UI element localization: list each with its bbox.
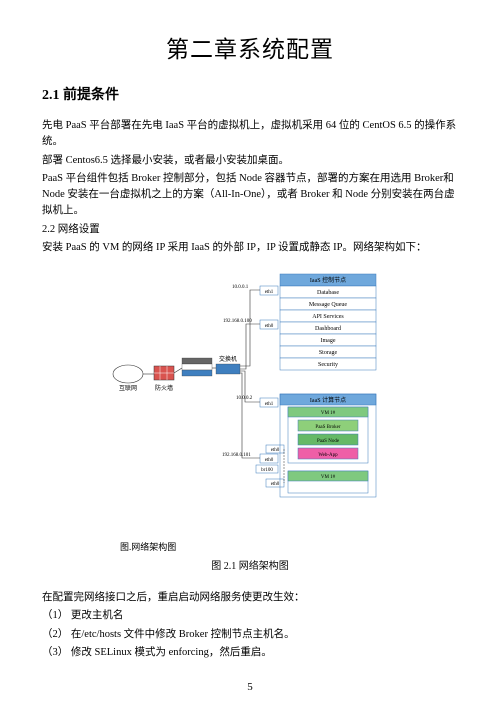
figure-caption: 图 2.1 网络架构图: [42, 557, 458, 572]
page-number: 5: [0, 681, 500, 693]
svg-text:10.0.0.1: 10.0.0.1: [232, 285, 249, 290]
svg-text:Database: Database: [317, 290, 339, 296]
svg-text:eth1: eth1: [265, 402, 274, 407]
svg-text:API Services: API Services: [312, 314, 344, 320]
svg-text:10.0.0.2: 10.0.0.2: [236, 396, 253, 401]
svg-text:VM 1#: VM 1#: [321, 411, 336, 416]
svg-text:192.168.0.101: 192.168.0.101: [222, 453, 251, 458]
section-2-1-title: 2.1 前提条件: [42, 84, 458, 104]
svg-text:Security: Security: [318, 362, 338, 368]
paragraph-5: 在配置完网络接口之后，重启启动网络服务使更改生效：: [42, 590, 458, 606]
svg-text:防火墙: 防火墙: [155, 384, 173, 392]
svg-text:VM 1#: VM 1#: [321, 475, 336, 480]
svg-text:互联网: 互联网: [119, 384, 137, 392]
svg-text:PaaS Node: PaaS Node: [317, 439, 340, 444]
paragraph-3: PaaS 平台组件包括 Broker 控制部分，包括 Node 容器节点，部署的…: [42, 171, 458, 220]
svg-text:Image: Image: [321, 338, 336, 344]
list-item-3: （3） 修改 SELinux 模式为 enforcing，然后重启。: [42, 645, 458, 661]
svg-text:192.168.0.100: 192.168.0.100: [223, 319, 252, 324]
svg-text:eth0: eth0: [265, 324, 274, 329]
svg-text:Web-App: Web-App: [318, 453, 338, 458]
paragraph-1: 先电 PaaS 平台部署在先电 IaaS 平台的虚拟机上，虚拟机采用 64 位的…: [42, 118, 458, 151]
svg-text:eth1: eth1: [265, 290, 274, 295]
svg-text:eth0: eth0: [271, 448, 280, 453]
svg-text:Dashboard: Dashboard: [315, 326, 341, 332]
svg-text:eth0: eth0: [271, 482, 280, 487]
list-item-2: （2） 在/etc/hosts 文件中修改 Broker 控制节点主机名。: [42, 627, 458, 643]
svg-text:Storage: Storage: [319, 350, 338, 356]
section-2-2-label: 2.2 网络设置: [42, 222, 458, 238]
svg-text:PaaS Broker: PaaS Broker: [315, 425, 340, 430]
paragraph-2: 部署 Centos6.5 选择最小安装，或者最小安装加桌面。: [42, 153, 458, 169]
paragraph-4: 安装 PaaS 的 VM 的网络 IP 采用 IaaS 的外部 IP，IP 设置…: [42, 240, 458, 256]
svg-text:IaaS 计算节点: IaaS 计算节点: [310, 396, 346, 404]
network-diagram: IaaS 控制节点 Database Message Queue API Servic…: [42, 266, 458, 536]
svg-text:eth0: eth0: [265, 458, 274, 463]
svg-text:交换机: 交换机: [219, 355, 237, 363]
svg-text:Message Queue: Message Queue: [309, 302, 347, 308]
svg-text:br100: br100: [261, 468, 273, 473]
svg-text:IaaS 控制节点: IaaS 控制节点: [310, 276, 346, 284]
chapter-title: 第二章系统配置: [42, 30, 458, 64]
list-item-1: （1） 更改主机名: [42, 608, 458, 624]
figure-small-caption: 图.网络架构图: [120, 540, 458, 553]
